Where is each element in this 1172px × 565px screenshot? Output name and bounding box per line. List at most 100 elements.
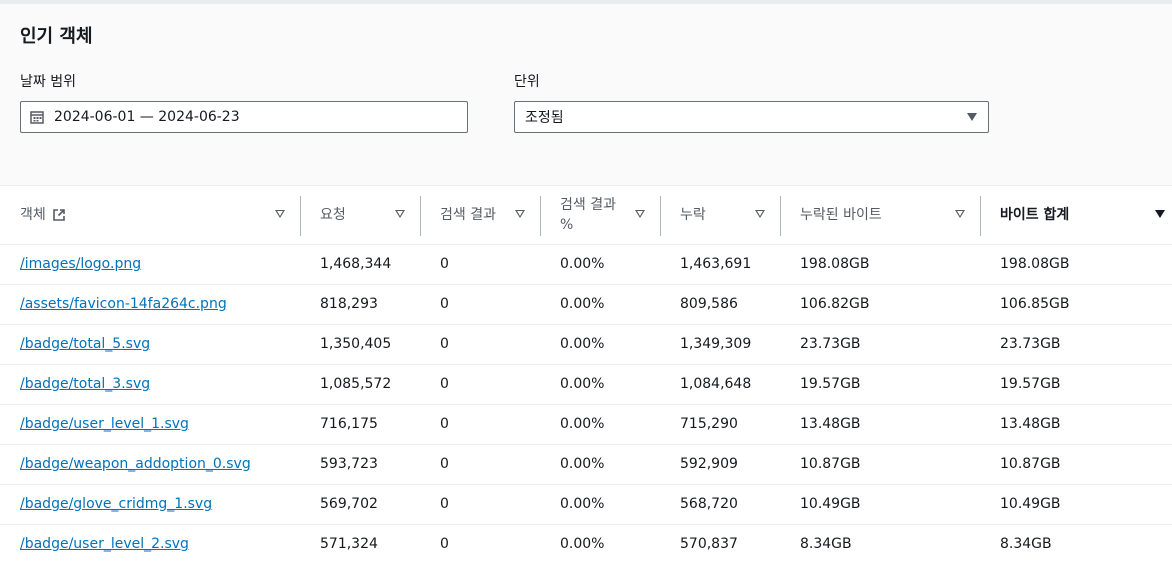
sort-caret-icon[interactable] [515, 210, 525, 218]
object-link[interactable]: /badge/user_level_2.svg [20, 536, 189, 552]
date-range-input[interactable]: 2024-06-01 — 2024-06-23 [20, 101, 468, 133]
date-range-label: 날짜 범위 [20, 74, 76, 90]
object-link[interactable]: /badge/user_level_1.svg [20, 416, 189, 432]
unit-label: 단위 [514, 74, 540, 90]
misses-cell: 715,290 [680, 416, 738, 432]
unit-selected-value: 조정됨 [525, 110, 564, 126]
object-link[interactable]: /assets/favicon-14fa264c.png [20, 296, 227, 312]
caret-down-icon [967, 113, 977, 121]
hits-percent-cell: 0.00% [560, 456, 605, 472]
column-header-hits-percent[interactable]: 검색 결과 % [560, 186, 660, 244]
column-divider[interactable] [420, 196, 421, 236]
table-row: /images/logo.png 1,468,344 0 0.00% 1,463… [0, 245, 1172, 285]
hits-percent-cell: 0.00% [560, 536, 605, 552]
unit-select[interactable]: 조정됨 [514, 101, 989, 133]
table-row: /assets/favicon-14fa264c.png 818,293 0 0… [0, 285, 1172, 325]
column-header-label: 객체 [20, 207, 46, 223]
object-link[interactable]: /badge/weapon_addoption_0.svg [20, 456, 251, 472]
missed-bytes-cell: 8.34GB [800, 536, 852, 552]
total-bytes-cell: 13.48GB [1000, 416, 1061, 432]
column-header-requests[interactable]: 요청 [320, 186, 420, 244]
column-header-hits[interactable]: 검색 결과 [440, 186, 540, 244]
missed-bytes-cell: 13.48GB [800, 416, 861, 432]
total-bytes-cell: 10.49GB [1000, 496, 1061, 512]
table-row: /badge/user_level_2.svg 571,324 0 0.00% … [0, 525, 1172, 565]
sort-caret-icon[interactable] [955, 210, 965, 218]
column-header-label: 바이트 합계 [1000, 207, 1070, 223]
hits-percent-cell: 0.00% [560, 376, 605, 392]
misses-cell: 1,349,309 [680, 336, 752, 352]
requests-cell: 569,702 [320, 496, 378, 512]
object-link[interactable]: /badge/total_3.svg [20, 376, 151, 392]
misses-cell: 1,463,691 [680, 256, 752, 272]
object-link[interactable]: /badge/glove_cridmg_1.svg [20, 496, 213, 512]
calendar-icon [30, 111, 44, 124]
column-divider[interactable] [660, 196, 661, 236]
table-row: /badge/total_5.svg 1,350,405 0 0.00% 1,3… [0, 325, 1172, 365]
missed-bytes-cell: 10.87GB [800, 456, 861, 472]
misses-cell: 570,837 [680, 536, 738, 552]
column-header-label: 검색 결과 % [560, 197, 616, 233]
hits-percent-cell: 0.00% [560, 256, 605, 272]
hits-cell: 0 [440, 296, 449, 312]
column-header-label: 누락 [680, 207, 706, 223]
hits-cell: 0 [440, 536, 449, 552]
missed-bytes-cell: 10.49GB [800, 496, 861, 512]
requests-cell: 1,085,572 [320, 376, 392, 392]
requests-cell: 571,324 [320, 536, 378, 552]
requests-cell: 1,468,344 [320, 256, 392, 272]
column-header-label: 누락된 바이트 [800, 207, 882, 223]
misses-cell: 1,084,648 [680, 376, 752, 392]
total-bytes-cell: 10.87GB [1000, 456, 1061, 472]
total-bytes-cell: 19.57GB [1000, 376, 1061, 392]
requests-cell: 716,175 [320, 416, 378, 432]
missed-bytes-cell: 106.82GB [800, 296, 870, 312]
table-header: 객체 요청 검색 결과 검색 결과 % 누락 누락된 바이트 바이트 합계 [0, 185, 1172, 245]
hits-cell: 0 [440, 496, 449, 512]
requests-cell: 818,293 [320, 296, 378, 312]
column-divider[interactable] [780, 196, 781, 236]
hits-percent-cell: 0.00% [560, 416, 605, 432]
misses-cell: 568,720 [680, 496, 738, 512]
object-link[interactable]: /badge/total_5.svg [20, 336, 151, 352]
column-header-label: 요청 [320, 207, 346, 223]
hits-cell: 0 [440, 336, 449, 352]
date-range-value: 2024-06-01 — 2024-06-23 [54, 109, 240, 125]
misses-cell: 809,586 [680, 296, 738, 312]
top-objects-panel-header: 인기 객체 날짜 범위 2024-06-01 — 2024-06-23 단위 조… [0, 0, 1172, 185]
sort-caret-icon[interactable] [635, 210, 645, 218]
sort-caret-icon[interactable] [1155, 210, 1165, 218]
hits-cell: 0 [440, 256, 449, 272]
hits-percent-cell: 0.00% [560, 496, 605, 512]
column-divider[interactable] [980, 196, 981, 236]
total-bytes-cell: 106.85GB [1000, 296, 1070, 312]
hits-cell: 0 [440, 376, 449, 392]
sort-caret-icon[interactable] [275, 210, 285, 218]
misses-cell: 592,909 [680, 456, 738, 472]
total-bytes-cell: 8.34GB [1000, 536, 1052, 552]
requests-cell: 593,723 [320, 456, 378, 472]
missed-bytes-cell: 23.73GB [800, 336, 861, 352]
column-header-label: 검색 결과 [440, 207, 496, 223]
missed-bytes-cell: 19.57GB [800, 376, 861, 392]
object-link[interactable]: /images/logo.png [20, 256, 142, 272]
column-header-missed-bytes[interactable]: 누락된 바이트 [800, 186, 980, 244]
total-bytes-cell: 198.08GB [1000, 256, 1070, 272]
column-divider[interactable] [540, 196, 541, 236]
table-row: /badge/total_3.svg 1,085,572 0 0.00% 1,0… [0, 365, 1172, 405]
column-header-object[interactable]: 객체 [20, 186, 300, 244]
table-row: /badge/user_level_1.svg 716,175 0 0.00% … [0, 405, 1172, 445]
sort-caret-icon[interactable] [755, 210, 765, 218]
total-bytes-cell: 23.73GB [1000, 336, 1061, 352]
hits-cell: 0 [440, 416, 449, 432]
table-row: /badge/glove_cridmg_1.svg 569,702 0 0.00… [0, 485, 1172, 525]
sort-caret-icon[interactable] [395, 210, 405, 218]
column-header-total-bytes[interactable]: 바이트 합계 [1000, 186, 1172, 244]
missed-bytes-cell: 198.08GB [800, 256, 870, 272]
hits-percent-cell: 0.00% [560, 296, 605, 312]
column-divider[interactable] [300, 196, 301, 236]
table-row: /badge/weapon_addoption_0.svg 593,723 0 … [0, 445, 1172, 485]
column-header-misses[interactable]: 누락 [680, 186, 780, 244]
hits-cell: 0 [440, 456, 449, 472]
requests-cell: 1,350,405 [320, 336, 392, 352]
